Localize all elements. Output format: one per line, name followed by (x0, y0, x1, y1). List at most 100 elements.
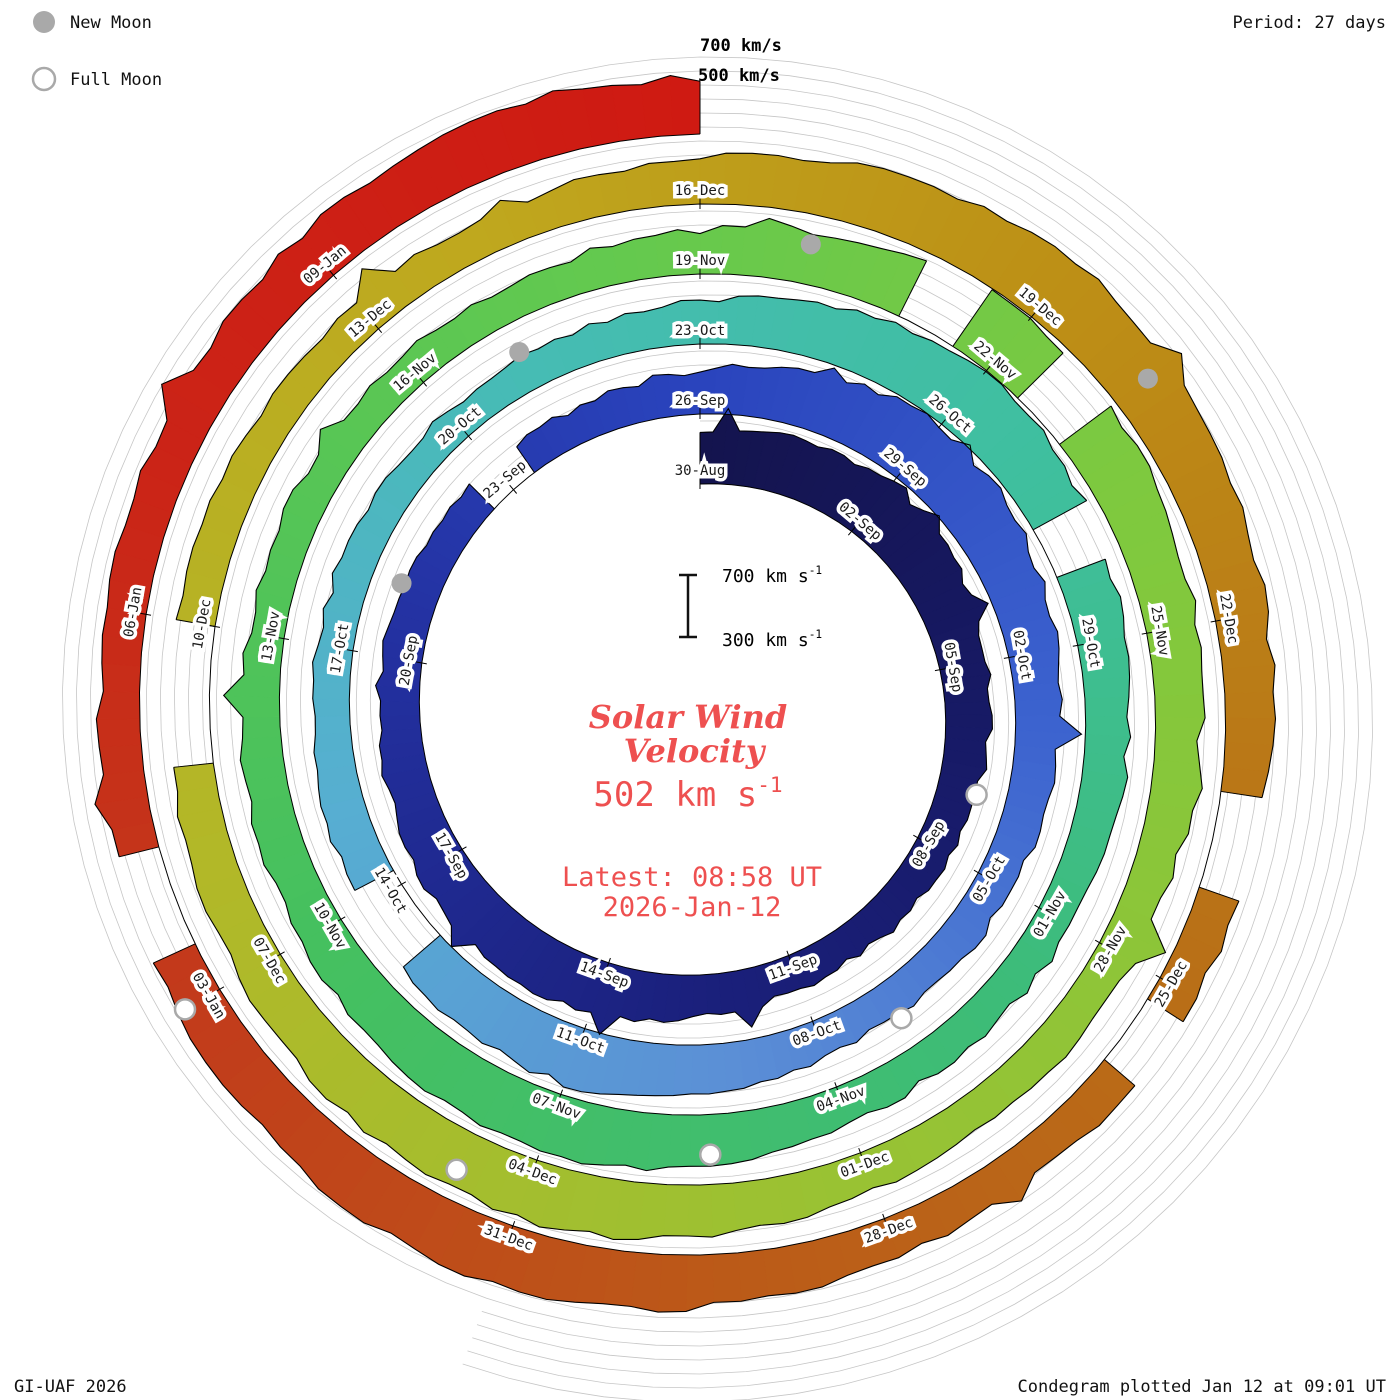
ring-label-700: 700 km/s (700, 36, 782, 56)
date-tick (464, 431, 473, 441)
velocity-segment (641, 75, 674, 138)
new-moon-marker (800, 234, 821, 255)
velocity-segment (737, 1249, 769, 1302)
velocity-segment (710, 1182, 737, 1238)
new-moon-marker (1137, 368, 1158, 389)
fill-top-edge (402, 363, 1083, 1097)
date-label-19-Nov: 19-Nov (675, 253, 726, 269)
date-tick (913, 834, 924, 842)
fill-top-edge (94, 75, 701, 857)
velocity-segment (1084, 696, 1130, 718)
fill-side-edge (1104, 1059, 1136, 1086)
date-tick (892, 472, 901, 482)
date-label-23-Oct: 23-Oct (675, 323, 726, 339)
velocity-segment (1152, 670, 1204, 697)
scale-top-label: 700 km s-1 (722, 564, 822, 587)
velocity-segment (685, 1254, 715, 1312)
fill-side-edge (1221, 790, 1263, 799)
date-tick (277, 637, 289, 641)
full-moon-marker (965, 783, 988, 807)
new-moon-marker (509, 342, 530, 363)
date-label-26-Sep: 26-Sep (675, 393, 726, 409)
velocity-segment (239, 736, 284, 761)
new-moon-marker (391, 573, 412, 594)
date-tick (396, 881, 407, 888)
date-label-23-Sep: 23-Sep (481, 457, 530, 502)
velocity-scale-bar (679, 573, 697, 639)
velocity-segment (1085, 716, 1131, 738)
legend-full-moon-label: Full Moon (70, 70, 162, 90)
velocity-segment (223, 695, 280, 718)
current-velocity-value: 502 km s-1 (593, 772, 782, 815)
velocity-segment (101, 662, 141, 693)
date-tick (558, 1089, 564, 1101)
date-tick (510, 1221, 516, 1232)
period-label: Period: 27 days (1232, 13, 1386, 33)
velocity-spiral-fill (94, 75, 1276, 1313)
full-moon-icon (31, 66, 57, 92)
fill-side-edge (1059, 405, 1112, 445)
date-tick (214, 986, 225, 993)
date-label-30-Aug: 30-Aug (675, 463, 726, 479)
date-tick (937, 419, 946, 429)
date-tick (973, 869, 984, 877)
date-tick (786, 950, 792, 962)
latest-date: 2026-Jan-12 (603, 892, 782, 923)
date-tick (1072, 643, 1084, 647)
chart-title-line2: Velocity (624, 732, 767, 770)
velocity-segment (98, 744, 145, 776)
date-tick (346, 649, 358, 653)
latest-time: Latest: 08:58 UT (562, 862, 822, 893)
plotted-label: Condegram plotted Jan 12 at 09:01 UT (1018, 1377, 1386, 1397)
fill-top-edge (312, 295, 1088, 891)
date-tick (582, 1023, 587, 1035)
date-label-16-Dec: 16-Dec (675, 183, 726, 199)
fill-top-edge (175, 152, 1277, 798)
velocity-segment (1014, 699, 1063, 717)
credit-label: GI-UAF 2026 (14, 1377, 127, 1397)
fill-top-edge (1182, 900, 1240, 1023)
date-tick (209, 624, 221, 628)
velocity-segment (379, 714, 421, 731)
date-tick (606, 957, 611, 969)
full-moon-marker (173, 998, 197, 1021)
legend: New Moon Full Moon (31, 11, 162, 92)
fill-side-edge (1033, 500, 1087, 531)
fill-top-edge (173, 405, 1206, 1241)
velocity-segment (1082, 676, 1130, 699)
velocity-segment (1222, 664, 1276, 694)
date-tick (882, 1213, 887, 1225)
date-tick (934, 668, 946, 672)
velocity-segment (1223, 742, 1274, 773)
chart-title-line1: Solar Wind (589, 698, 788, 736)
fill-side-edge (468, 483, 495, 510)
velocity-spiral-edge (94, 75, 1277, 1313)
velocity-segment (314, 715, 352, 735)
fill-side-edge (516, 446, 535, 473)
velocity-segment (96, 718, 142, 748)
date-tick (456, 846, 467, 853)
time-axis-line (138, 133, 1227, 1256)
legend-new-moon-label: New Moon (70, 13, 152, 33)
new-moon-icon (33, 11, 55, 33)
date-tick (847, 526, 856, 536)
fill-top-edge (222, 217, 1132, 1172)
date-tick (1003, 656, 1015, 659)
fill-side-edge (952, 289, 993, 347)
scale-bottom-label: 300 km s-1 (722, 628, 822, 651)
gridline-600 (76, 70, 1359, 1389)
velocity-segment (670, 75, 701, 136)
date-tick (415, 661, 427, 665)
velocity-segment (1224, 691, 1276, 720)
velocity-segment (692, 974, 708, 1017)
date-tick (810, 1016, 816, 1028)
full-moon-marker (890, 1006, 913, 1030)
fill-side-edge (1056, 558, 1106, 578)
date-tick (982, 365, 991, 375)
date-tick (834, 1082, 840, 1093)
velocity-segment (687, 1184, 713, 1238)
date-tick (1210, 619, 1222, 623)
date-tick (140, 612, 152, 616)
fill-top-edge (152, 962, 1136, 1313)
